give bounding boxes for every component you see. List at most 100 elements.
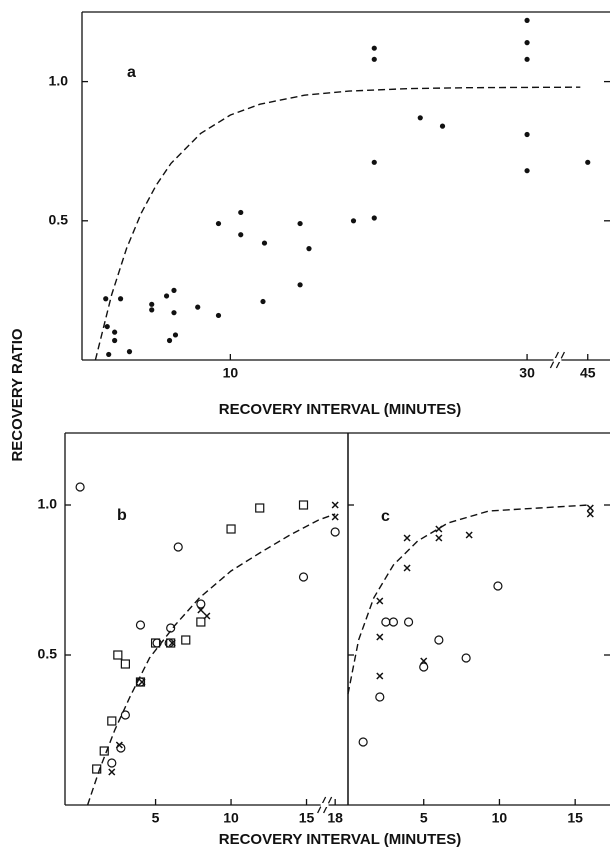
data-point xyxy=(75,482,85,492)
data-point xyxy=(149,307,155,313)
data-point xyxy=(461,653,471,663)
data-point xyxy=(112,329,118,335)
data-point xyxy=(524,56,530,62)
data-point xyxy=(375,692,385,702)
data-point xyxy=(297,282,303,288)
data-point xyxy=(181,635,191,645)
data-point xyxy=(434,635,444,645)
y-tick-label: 0.5 xyxy=(49,212,69,228)
data-point xyxy=(106,351,112,358)
y-tick-label: 0.5 xyxy=(38,646,58,662)
data-point xyxy=(371,159,377,165)
x-tick-label: 15 xyxy=(567,810,583,826)
data-point xyxy=(524,131,530,138)
data-point xyxy=(260,298,266,305)
data-point xyxy=(298,572,309,582)
x-tick-label: 18 xyxy=(327,810,343,826)
data-point xyxy=(419,662,429,672)
data-point xyxy=(376,672,384,680)
data-point xyxy=(116,743,126,753)
y-tick-label: 1.0 xyxy=(38,496,58,512)
data-point xyxy=(358,737,368,747)
data-point xyxy=(524,40,530,46)
data-point xyxy=(585,159,591,165)
data-point xyxy=(255,503,265,513)
data-point xyxy=(113,650,123,660)
data-point xyxy=(163,293,170,299)
data-point xyxy=(297,220,303,227)
data-point xyxy=(203,612,211,620)
data-point xyxy=(371,215,377,221)
axis-break-gap xyxy=(320,803,329,807)
data-point xyxy=(298,500,309,510)
data-point xyxy=(350,218,357,224)
data-point xyxy=(586,504,594,512)
data-point xyxy=(117,296,124,302)
data-point xyxy=(403,564,411,572)
data-point xyxy=(172,332,179,338)
data-point xyxy=(330,527,340,537)
x-tick-label: 5 xyxy=(152,810,160,826)
panel-label: b xyxy=(117,507,127,524)
data-point xyxy=(150,638,161,648)
x-tick-label: 10 xyxy=(223,365,239,381)
x-axis-title: RECOVERY INTERVAL (MINUTES) xyxy=(219,401,462,418)
data-point xyxy=(226,524,236,534)
data-point xyxy=(376,633,384,641)
data-point xyxy=(135,677,146,687)
data-point xyxy=(371,45,377,51)
data-point xyxy=(388,617,399,627)
x-tick-label: 15 xyxy=(299,810,315,826)
data-point xyxy=(331,501,339,509)
axis-break-gap xyxy=(553,358,562,362)
data-point xyxy=(138,678,146,686)
data-point xyxy=(238,232,244,238)
data-point xyxy=(107,716,117,726)
data-point xyxy=(112,337,118,344)
data-point xyxy=(238,209,244,216)
data-point xyxy=(371,56,377,62)
data-point xyxy=(215,220,222,227)
data-point xyxy=(173,542,183,552)
data-point xyxy=(92,764,102,774)
data-point xyxy=(403,534,411,542)
data-point xyxy=(104,323,110,330)
data-point xyxy=(103,296,109,302)
x-tick-label: 30 xyxy=(519,365,535,381)
data-point xyxy=(196,599,206,609)
data-point xyxy=(166,638,176,648)
data-point xyxy=(166,623,176,633)
data-point xyxy=(171,310,177,316)
panel-label: c xyxy=(381,508,390,525)
data-point xyxy=(126,349,133,355)
data-point xyxy=(465,531,473,539)
data-point xyxy=(99,746,109,756)
data-point xyxy=(439,123,446,129)
x-axis-title: RECOVERY INTERVAL (MINUTES) xyxy=(219,831,462,848)
y-axis-title: RECOVERY RATIO xyxy=(9,328,26,461)
x-tick-label: 10 xyxy=(492,810,508,826)
data-point xyxy=(524,17,530,23)
data-point xyxy=(135,620,146,630)
data-point xyxy=(417,115,423,121)
fit-curve xyxy=(86,513,336,806)
data-point xyxy=(166,337,173,344)
data-point xyxy=(376,597,384,605)
fit-curve xyxy=(347,504,589,695)
data-point xyxy=(197,606,205,614)
data-point xyxy=(120,659,130,669)
data-point xyxy=(261,240,268,246)
data-point xyxy=(524,168,530,174)
data-point xyxy=(381,617,391,627)
fit-curve xyxy=(94,86,581,361)
data-point xyxy=(196,617,206,627)
x-tick-label: 45 xyxy=(580,365,596,381)
data-point xyxy=(120,710,130,720)
y-tick-label: 1.0 xyxy=(49,72,69,88)
data-point xyxy=(168,639,176,647)
data-point xyxy=(420,657,428,665)
data-point xyxy=(108,768,116,776)
data-point xyxy=(403,617,414,627)
data-point xyxy=(586,510,594,518)
